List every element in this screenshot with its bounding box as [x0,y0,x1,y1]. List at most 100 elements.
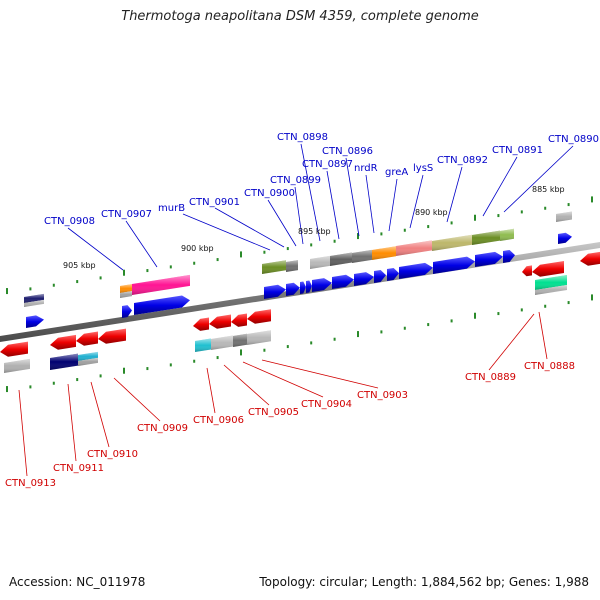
reverse-gene-arrow-2 [76,331,98,346]
tick-mark-bottom [474,312,476,319]
gene-label-ctn-0889[interactable]: CTN_0889 [465,372,516,383]
leader-line-top-2 [182,213,271,251]
tick-mark-top [310,243,313,247]
tick-mark-top [450,221,453,225]
tick-mark-top [544,206,547,210]
gene-label-ctn-0890[interactable]: CTN_0890 [548,134,599,145]
leader-line-bottom-0 [18,389,28,477]
gene-label-ctn-0910[interactable]: CTN_0910 [87,449,138,460]
forward-gene-arrow-8 [332,274,354,289]
forward-gene-arrow-6 [306,280,312,293]
gene-label-ctn-0900[interactable]: CTN_0900 [244,188,295,199]
tick-mark-top [567,203,570,207]
cog-bar-13-shine [472,230,500,245]
cog-bar-7-shine [310,255,330,269]
tick-mark-top [403,228,406,232]
tick-mark-top [29,287,32,291]
forward-gene-arrow-12 [399,262,433,279]
gene-label-murb[interactable]: murB [158,203,185,214]
cog-bar-25-shine [247,330,271,345]
leader-line-top-8 [345,157,360,237]
forward-gene-arrow-13 [433,256,475,274]
cog-bar-24-shine [233,333,247,347]
leader-line-bottom-5 [223,364,270,406]
leader-line-bottom-4 [206,367,216,414]
leader-line-top-0 [67,227,124,271]
leader-line-top-7 [326,170,340,240]
genome-stats-text: Topology: circular; Length: 1,884,562 bp… [259,575,589,589]
gene-label-ctn-0907[interactable]: CTN_0907 [101,209,152,220]
accession-text: Accession: NC_011978 [9,575,146,589]
leader-line-bottom-9 [538,311,548,360]
gene-label-ctn-0911[interactable]: CTN_0911 [53,463,104,474]
tick-mark-bottom [310,341,313,345]
cog-bar-12-shine [432,234,472,251]
leader-line-top-1 [125,220,158,268]
leader-line-bottom-8 [488,313,535,371]
cog-bar-5-shine [262,260,286,274]
cog-bar-10-shine [372,246,396,260]
label-leader-lines [18,143,574,477]
tick-mark-top [123,269,125,276]
gene-label-ctn-0908[interactable]: CTN_0908 [44,216,95,227]
tick-mark-top [380,232,383,236]
tick-mark-top [357,233,359,240]
tick-mark-bottom [380,330,383,334]
tick-mark-bottom [497,312,500,316]
gene-label-ctn-0897[interactable]: CTN_0897 [302,159,353,170]
gene-arrows [0,232,600,357]
tick-mark-top [146,269,149,273]
tick-mark-top [591,196,593,203]
cog-bar-0-shine [24,293,44,303]
cog-bar-18-shine [4,358,30,373]
gene-label-ctn-0909[interactable]: CTN_0909 [137,423,188,434]
cog-bars [4,211,572,373]
tick-mark-bottom [29,385,32,389]
map-title: Thermotoga neapolitana DSM 4359, complet… [121,9,479,24]
tick-mark-bottom [520,308,523,312]
leader-line-top-14 [503,145,574,213]
reverse-gene-arrow-1 [50,334,76,350]
leader-line-bottom-2 [90,381,110,448]
tick-mark-bottom [544,304,547,308]
tick-mark-bottom [286,345,289,349]
gene-label-ctn-0892[interactable]: CTN_0892 [437,155,488,166]
gene-label-nrdr[interactable]: nrdR [354,163,378,174]
cog-bar-6-shine [286,260,298,272]
leader-line-bottom-7 [261,359,379,389]
cog-bar-2-shine [120,284,132,293]
gene-label-ctn-0903[interactable]: CTN_0903 [357,390,408,401]
tick-label-885kbp: 885 kbp [532,185,565,194]
gene-label-ctn-0904[interactable]: CTN_0904 [301,399,352,410]
gene-label-grea[interactable]: greA [385,167,408,178]
gene-label-ctn-0905[interactable]: CTN_0905 [248,407,299,418]
cog-bar-17-shine [535,284,567,295]
gene-label-ctn-0898[interactable]: CTN_0898 [277,132,328,143]
tick-mark-bottom [52,381,55,385]
forward-gene-arrow-11 [387,267,399,281]
leader-line-top-5 [294,186,304,245]
tick-mark-bottom [263,348,266,352]
gene-label-ctn-0888[interactable]: CTN_0888 [524,361,575,372]
forward-gene-arrow-10 [374,269,386,283]
tick-mark-bottom [333,337,336,341]
leader-line-top-3 [214,207,285,248]
forward-gene-arrow-15 [503,249,515,263]
tick-mark-top [427,225,430,229]
tick-label-900kbp: 900 kbp [181,244,214,253]
gene-label-ctn-0891[interactable]: CTN_0891 [492,145,543,156]
gene-label-ctn-0896[interactable]: CTN_0896 [322,146,373,157]
forward-gene-arrow-0 [26,315,44,328]
gene-label-ctn-0906[interactable]: CTN_0906 [193,415,244,426]
reverse-gene-arrow-4 [193,317,209,331]
reverse-gene-arrow-10 [580,251,600,266]
gene-label-lyss[interactable]: lysS [413,163,433,174]
cog-bar-21-shine [78,357,98,366]
leader-line-top-13 [482,156,518,217]
gene-label-ctn-0901[interactable]: CTN_0901 [189,197,240,208]
tick-mark-top [263,250,266,254]
forward-gene-arrow-16 [558,232,572,244]
gene-label-ctn-0899[interactable]: CTN_0899 [270,175,321,186]
tick-mark-bottom [216,356,219,360]
gene-label-ctn-0913[interactable]: CTN_0913 [5,478,56,489]
